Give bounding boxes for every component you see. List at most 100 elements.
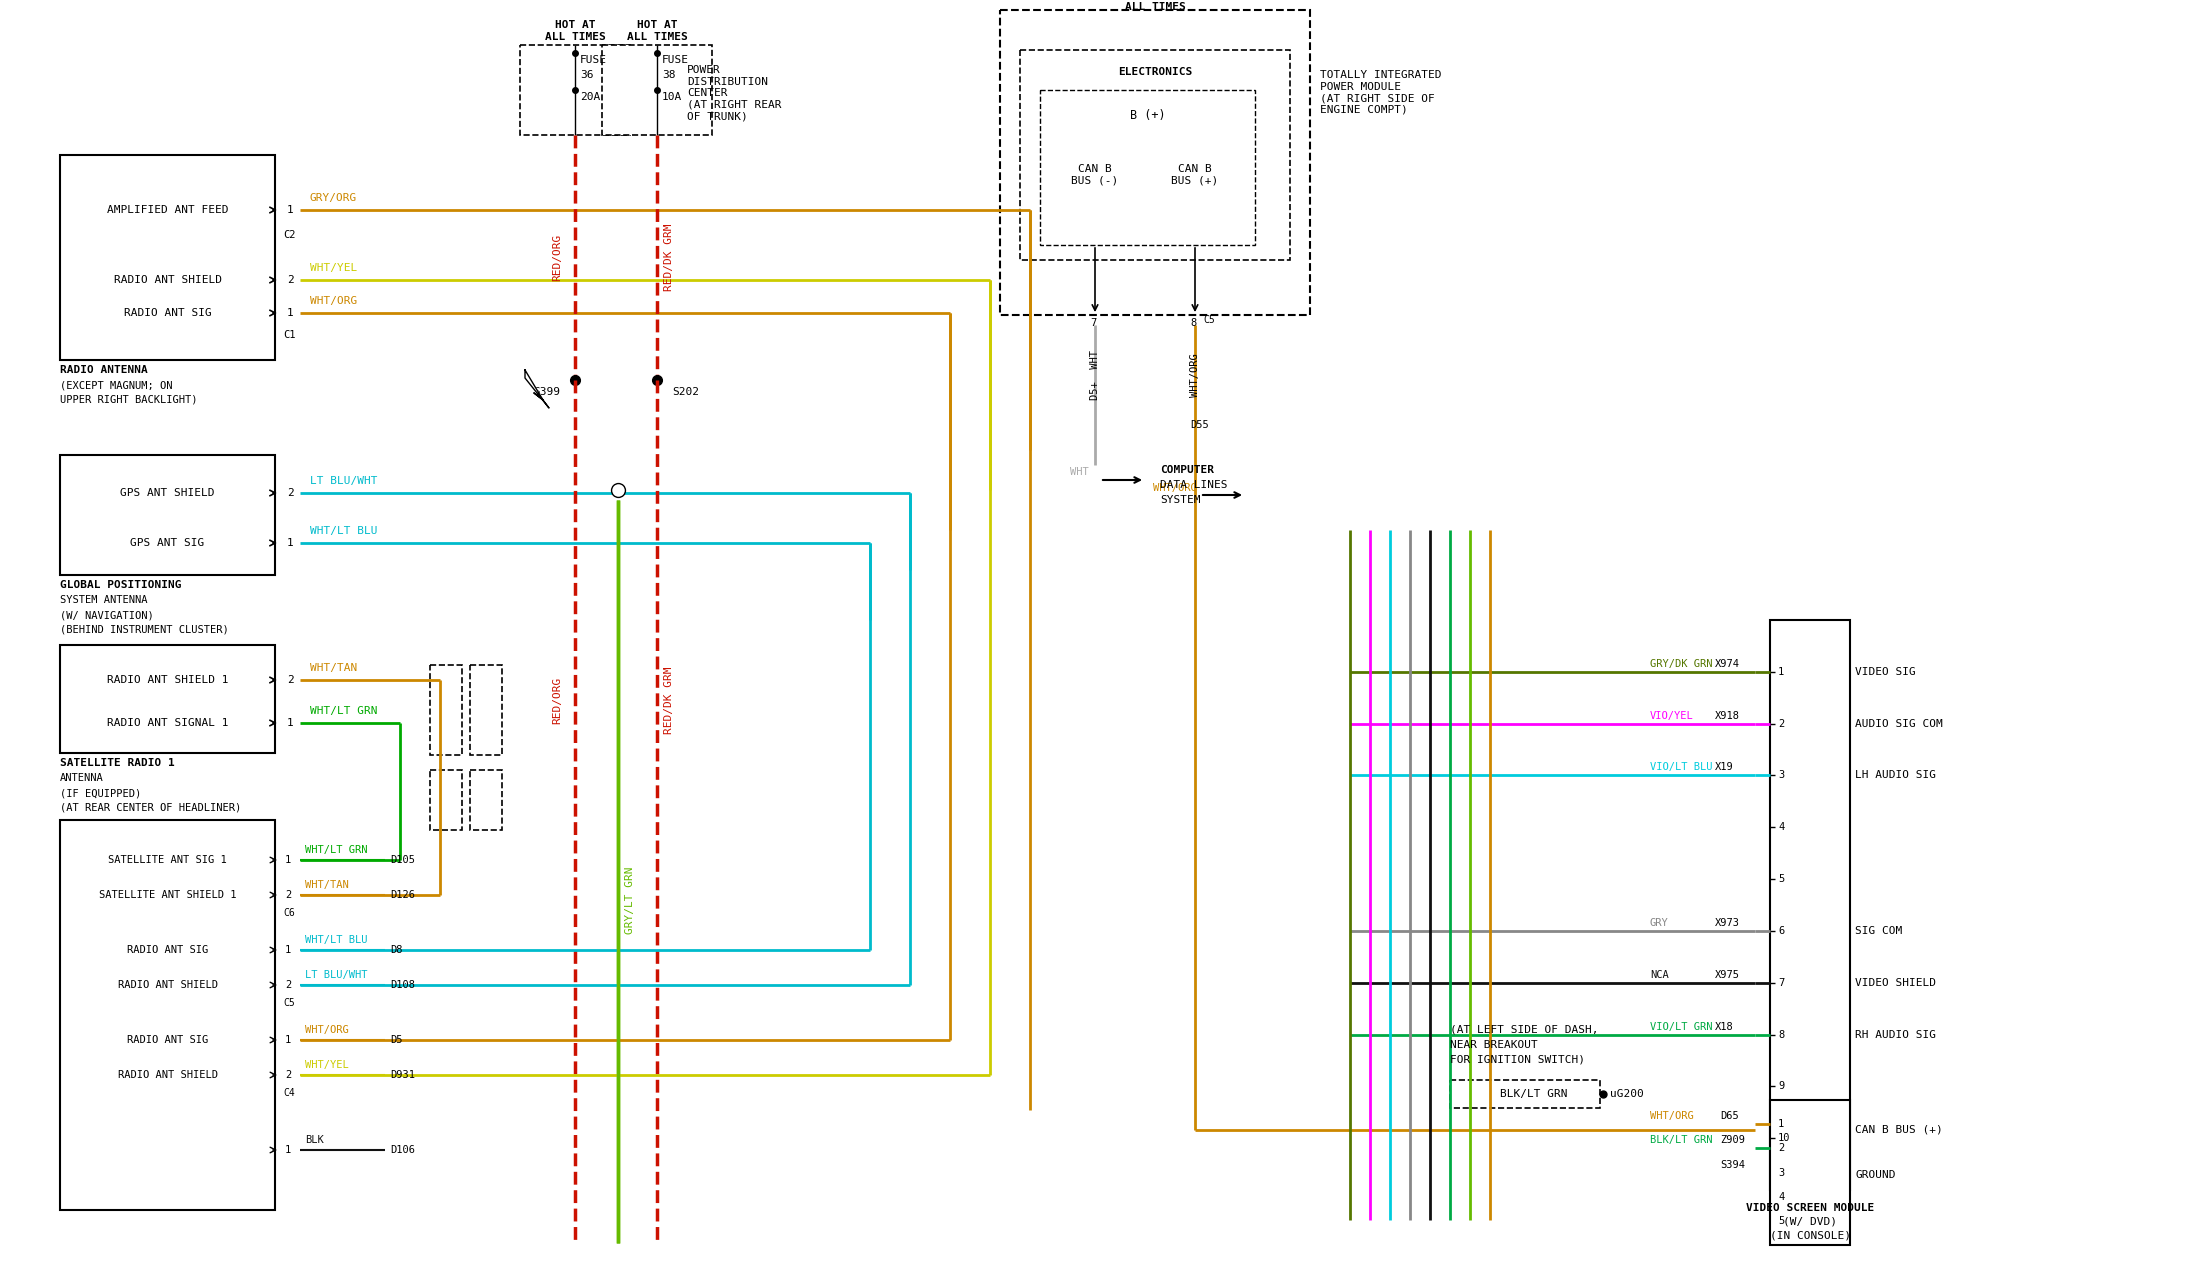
Text: GPS ANT SIG: GPS ANT SIG (130, 538, 205, 547)
Text: WHT/TAN: WHT/TAN (310, 663, 356, 673)
Text: (EXCEPT MAGNUM; ON: (EXCEPT MAGNUM; ON (59, 381, 172, 390)
Text: (W/ NAVIGATION): (W/ NAVIGATION) (59, 610, 154, 620)
Text: (AT LEFT SIDE OF DASH,: (AT LEFT SIDE OF DASH, (1450, 1025, 1599, 1035)
Text: WHT/ORG: WHT/ORG (1650, 1111, 1694, 1122)
Polygon shape (526, 370, 550, 409)
Text: X974: X974 (1716, 659, 1740, 668)
Text: FUSE: FUSE (662, 55, 689, 65)
Text: X975: X975 (1716, 970, 1740, 980)
Text: 5: 5 (1778, 875, 1784, 883)
Text: RED/DK GRM: RED/DK GRM (664, 666, 673, 733)
Text: GRY/LT GRN: GRY/LT GRN (625, 866, 636, 934)
Text: Z909: Z909 (1720, 1136, 1745, 1146)
Text: CAN B
BUS (-): CAN B BUS (-) (1071, 164, 1118, 186)
Text: 1: 1 (1778, 1119, 1784, 1129)
Text: 20A: 20A (581, 92, 601, 102)
Bar (1041, 90, 1254, 244)
Text: 1: 1 (286, 718, 295, 728)
Text: 2: 2 (286, 1071, 290, 1080)
Text: (IF EQUIPPED): (IF EQUIPPED) (59, 788, 141, 798)
Text: C5: C5 (1203, 314, 1214, 325)
Text: 7: 7 (1089, 318, 1096, 328)
Text: AMPLIFIED ANT FEED: AMPLIFIED ANT FEED (108, 205, 229, 215)
Text: VIDEO SHIELD: VIDEO SHIELD (1855, 978, 1936, 988)
Text: 1: 1 (286, 308, 295, 318)
Text: RED/ORG: RED/ORG (552, 676, 561, 723)
Text: WHT/LT BLU: WHT/LT BLU (306, 934, 367, 945)
Text: S202: S202 (671, 387, 700, 397)
Text: WHT/ORG: WHT/ORG (1190, 353, 1199, 397)
Text: FUSE: FUSE (581, 55, 607, 65)
Bar (519, 45, 629, 135)
Text: WHT/YEL: WHT/YEL (306, 1060, 350, 1071)
Text: 36: 36 (581, 70, 594, 80)
Text: RADIO ANT SIG: RADIO ANT SIG (128, 945, 209, 955)
Text: 1: 1 (286, 205, 295, 215)
Text: C5: C5 (284, 998, 295, 1008)
Text: RADIO ANT SIG: RADIO ANT SIG (123, 308, 211, 318)
Text: ALL TIMES: ALL TIMES (627, 32, 686, 42)
Text: 4: 4 (1778, 1192, 1784, 1202)
Text: LH AUDIO SIG: LH AUDIO SIG (1855, 770, 1936, 780)
Text: FOR IGNITION SWITCH): FOR IGNITION SWITCH) (1450, 1055, 1584, 1066)
Text: D5: D5 (389, 1035, 403, 1045)
Text: GRY: GRY (1650, 918, 1670, 928)
Text: WHT/TAN: WHT/TAN (306, 880, 350, 890)
Text: S399: S399 (532, 387, 561, 397)
Text: 1: 1 (286, 855, 290, 864)
Text: uG200: uG200 (1610, 1088, 1643, 1099)
Text: VIO/LT GRN: VIO/LT GRN (1650, 1021, 1712, 1031)
Text: WHT: WHT (1069, 467, 1089, 477)
Text: 4: 4 (1778, 822, 1784, 833)
Text: WHT/YEL: WHT/YEL (310, 264, 356, 272)
Text: SYSTEM: SYSTEM (1159, 495, 1201, 505)
Text: 38: 38 (662, 70, 675, 80)
Text: VIO/LT BLU: VIO/LT BLU (1650, 763, 1712, 773)
Text: WHT/ORG: WHT/ORG (306, 1025, 350, 1035)
Bar (1001, 10, 1309, 314)
Text: ALL TIMES: ALL TIMES (546, 32, 605, 42)
Text: (BEHIND INSTRUMENT CLUSTER): (BEHIND INSTRUMENT CLUSTER) (59, 625, 229, 635)
Text: HOT AT: HOT AT (636, 20, 678, 31)
Text: D5+  WHT: D5+ WHT (1089, 350, 1100, 400)
Text: POWER
DISTRIBUTION
CENTER
(AT RIGHT REAR
OF TRUNK): POWER DISTRIBUTION CENTER (AT RIGHT REAR… (686, 65, 781, 121)
Text: DATA LINES: DATA LINES (1159, 480, 1228, 490)
Text: 2: 2 (286, 488, 295, 498)
Text: X19: X19 (1716, 763, 1734, 773)
Text: RADIO ANT SHIELD 1: RADIO ANT SHIELD 1 (108, 675, 229, 685)
Text: 3: 3 (1778, 770, 1784, 780)
Text: RED/ORG: RED/ORG (552, 233, 561, 280)
Text: D126: D126 (389, 890, 416, 900)
Text: GRY/DK GRN: GRY/DK GRN (1650, 659, 1712, 668)
Text: RADIO ANT SHIELD: RADIO ANT SHIELD (114, 275, 222, 285)
Text: SATELLITE ANT SHIELD 1: SATELLITE ANT SHIELD 1 (99, 890, 235, 900)
Bar (59, 645, 275, 754)
Text: 9: 9 (1778, 1081, 1784, 1091)
Text: D106: D106 (389, 1144, 416, 1155)
Text: AUDIO SIG COM: AUDIO SIG COM (1855, 719, 1943, 728)
Text: D105: D105 (389, 855, 416, 864)
Text: GROUND: GROUND (1855, 1170, 1896, 1180)
Text: UPPER RIGHT BACKLIGHT): UPPER RIGHT BACKLIGHT) (59, 395, 198, 405)
Text: C6: C6 (284, 908, 295, 918)
Bar (59, 155, 275, 360)
Text: X973: X973 (1716, 918, 1740, 928)
Text: WHT/LT GRN: WHT/LT GRN (310, 707, 378, 715)
Text: RADIO ANT SHIELD: RADIO ANT SHIELD (117, 980, 218, 990)
Text: WHT/LT GRN: WHT/LT GRN (306, 845, 367, 855)
Text: 2: 2 (286, 675, 295, 685)
Text: 10: 10 (1778, 1133, 1791, 1143)
Bar (1771, 620, 1850, 1190)
Text: 2: 2 (1778, 1143, 1784, 1153)
Bar (471, 665, 502, 755)
Bar (59, 820, 275, 1211)
Text: TOTALLY INTEGRATED
POWER MODULE
(AT RIGHT SIDE OF
ENGINE COMPT): TOTALLY INTEGRATED POWER MODULE (AT RIGH… (1320, 70, 1441, 115)
Text: BLK/LT GRN: BLK/LT GRN (1500, 1088, 1566, 1099)
Text: CAN B
BUS (+): CAN B BUS (+) (1170, 164, 1219, 186)
Text: D931: D931 (389, 1071, 416, 1080)
Text: VIDEO SCREEN MODULE: VIDEO SCREEN MODULE (1747, 1203, 1874, 1213)
Text: B (+): B (+) (1129, 108, 1166, 121)
Text: 6: 6 (1778, 925, 1784, 936)
Text: SATELLITE RADIO 1: SATELLITE RADIO 1 (59, 757, 174, 768)
Bar (1450, 1080, 1599, 1108)
